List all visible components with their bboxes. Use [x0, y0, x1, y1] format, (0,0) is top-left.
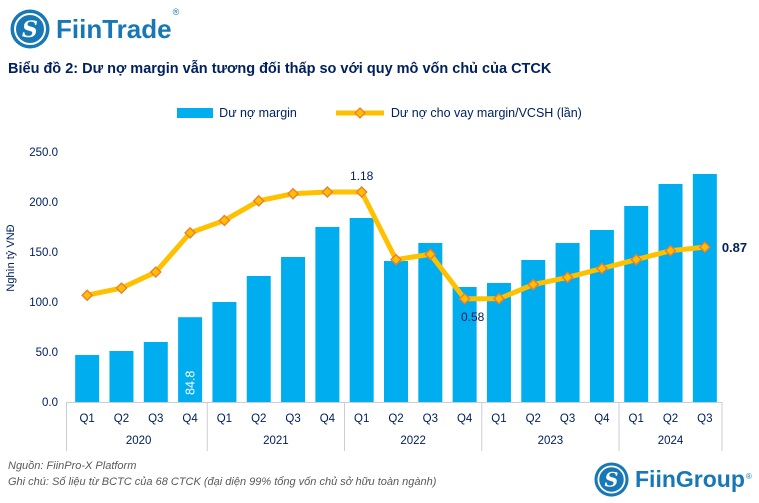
bar-du-no-margin [589, 230, 614, 402]
combo-chart-svg: 0.0 50.0 100.0 150.0 200.0 250.0 Nghìn tỷ VNĐ 2… [5, 147, 747, 451]
fiingroup-logo-text: FiinGroup [635, 465, 745, 492]
line-marker-diamond [595, 262, 608, 275]
line-marker-diamond [561, 271, 574, 284]
bar-du-no-margin [624, 206, 649, 402]
bar-du-no-margin [384, 261, 408, 402]
x-axis-quarter-label: Q3 [285, 413, 300, 425]
x-axis-quarter-label: Q3 [560, 413, 575, 425]
y-axis-tick-label: 50.0 [36, 347, 58, 359]
y-axis-tick-label: 200.0 [29, 197, 58, 209]
y-axis-tick-label: 150.0 [29, 247, 58, 259]
data-label: 1.18 [350, 169, 374, 183]
registered-trademark-icon: ® [745, 471, 752, 481]
x-axis-quarter-label: Q3 [423, 413, 438, 425]
bar-du-no-margin [452, 287, 477, 402]
registered-trademark-icon: ® [172, 6, 180, 17]
y-axis-tick-label: 250.0 [29, 147, 58, 159]
line-marker-diamond [630, 253, 643, 266]
line-marker-diamond [527, 278, 540, 291]
x-axis-quarter-label: Q1 [629, 413, 644, 425]
line-series-swatch [335, 107, 384, 119]
bar-du-no-margin [658, 184, 683, 402]
line-marker-diamond [698, 241, 711, 254]
fiingroup-logo-icon: S [594, 462, 629, 497]
x-axis-quarter-label: Q2 [114, 413, 129, 425]
fiintrade-logo-text: FiinTrade [56, 13, 172, 44]
legend-label-line-series: Dư nợ cho vay margin/VCSH (lần) [390, 106, 582, 120]
x-axis-quarter-label: Q1 [354, 413, 369, 425]
line-marker-diamond [492, 292, 505, 305]
legend-item-bar-series: Dư nợ margin [177, 106, 297, 120]
x-axis-quarter-label: Q3 [148, 413, 163, 425]
fiintrade-logo-icon: S [10, 9, 50, 49]
y-axis-title: Nghìn tỷ VNĐ [5, 224, 17, 291]
bar-du-no-margin [418, 243, 443, 402]
line-marker-diamond [664, 244, 677, 257]
data-note: Ghi chú: Số liệu từ BCTC của 68 CTCK (đạ… [8, 476, 437, 488]
bar-du-no-margin [692, 174, 717, 402]
line-marker-diamond [184, 226, 197, 239]
line-marker-diamond [81, 289, 94, 302]
line-marker-diamond [149, 266, 162, 279]
x-axis-year-label: 2023 [538, 435, 564, 447]
x-axis-quarter-label: Q1 [491, 413, 506, 425]
y-axis-tick-label: 0.0 [42, 397, 58, 409]
line-marker-diamond [390, 253, 402, 266]
bar-du-no-margin [212, 302, 237, 402]
source-note: Nguồn: FiinPro-X Platform [8, 460, 137, 472]
bar-du-no-margin [555, 243, 580, 402]
bar-du-no-margin [143, 342, 168, 402]
x-axis-year-label: 2024 [658, 435, 684, 447]
x-axis-year-label: 2020 [126, 435, 152, 447]
x-axis-quarter-label: Q2 [663, 413, 678, 425]
y-axis-tick-label: 100.0 [29, 297, 58, 309]
bar-du-no-margin [178, 317, 203, 402]
chart-legend: Dư nợ margin Dư nợ cho vay margin/VCSH (… [0, 106, 759, 120]
line-marker-diamond [252, 194, 265, 207]
line-marker-diamond [218, 214, 231, 227]
x-axis-quarter-label: Q4 [320, 413, 336, 425]
bar-series-swatch [177, 108, 214, 118]
legend-item-line-series: Dư nợ cho vay margin/VCSH (lần) [335, 106, 582, 120]
chart-area: 0.0 50.0 100.0 150.0 200.0 250.0 Nghìn tỷ VNĐ 2… [0, 138, 759, 458]
x-axis-quarter-label: Q4 [594, 413, 610, 425]
data-label: 0.87 [722, 240, 747, 255]
chart-title: Biểu đồ 2: Dư nợ margin vẫn tương đối th… [8, 61, 552, 77]
line-marker-diamond [424, 248, 437, 261]
legend-label-bar-series: Dư nợ margin [219, 106, 297, 120]
line-marker-diamond [115, 282, 128, 295]
line-marker-diamond [287, 187, 300, 200]
bar-du-no-margin [281, 257, 306, 402]
x-axis-year-label: 2022 [400, 435, 426, 447]
bar-du-no-margin [75, 355, 100, 402]
line-marker-diamond [458, 292, 471, 305]
x-axis-year-label: 2021 [263, 435, 289, 447]
fiintrade-logo: S FiinTrade® [10, 6, 180, 49]
x-axis-quarter-label: Q2 [388, 413, 403, 425]
data-label: 0.58 [461, 310, 485, 324]
svg-text:S: S [22, 17, 38, 43]
fiingroup-logo: S FiinGroup® [594, 462, 752, 497]
x-axis-quarter-label: Q1 [217, 413, 232, 425]
bar-du-no-margin [246, 276, 271, 402]
x-axis-quarter-label: Q4 [182, 413, 198, 425]
line-marker-diamond [355, 185, 368, 198]
data-label-rotated: 84.8 [184, 371, 198, 395]
bar-du-no-margin [349, 218, 374, 402]
svg-text:S: S [605, 469, 619, 492]
bar-du-no-margin [315, 227, 340, 402]
x-axis-quarter-label: Q4 [457, 413, 473, 425]
bar-du-no-margin [109, 351, 134, 402]
x-axis-quarter-label: Q1 [79, 413, 94, 425]
x-axis-quarter-label: Q3 [697, 413, 712, 425]
line-marker-diamond [321, 185, 334, 198]
x-axis-quarter-label: Q2 [526, 413, 541, 425]
x-axis-quarter-label: Q2 [251, 413, 266, 425]
